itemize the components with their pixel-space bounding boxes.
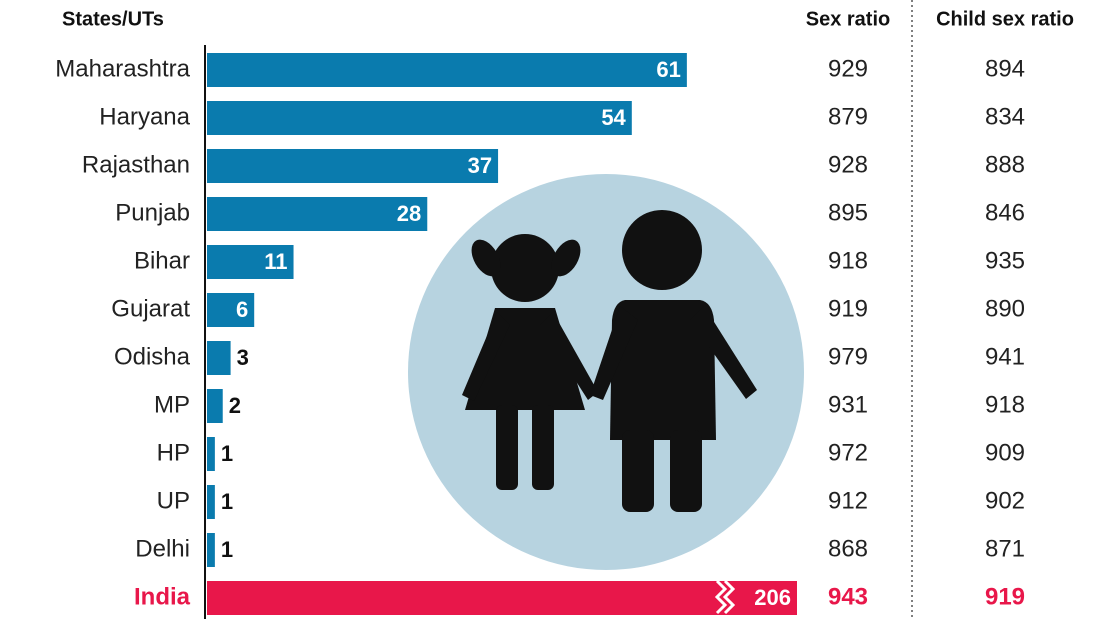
category-label: India <box>134 583 191 610</box>
child-sex-ratio: 894 <box>985 55 1025 82</box>
category-label: Punjab <box>115 199 190 226</box>
category-label: HP <box>157 439 190 466</box>
bar <box>207 389 223 423</box>
value-label: 37 <box>468 153 492 178</box>
bar <box>207 149 498 183</box>
sex-ratio: 928 <box>828 151 868 178</box>
value-label: 28 <box>397 201 421 226</box>
sex-ratio: 931 <box>828 391 868 418</box>
category-label: Gujarat <box>111 295 190 322</box>
sex-ratio: 929 <box>828 55 868 82</box>
header-child-sex-ratio: Child sex ratio <box>936 8 1074 30</box>
category-label: UP <box>157 487 190 514</box>
value-label: 1 <box>221 537 233 562</box>
child-sex-ratio: 834 <box>985 103 1025 130</box>
child-sex-ratio: 871 <box>985 535 1025 562</box>
value-label: 6 <box>236 297 248 322</box>
sex-ratio: 919 <box>828 295 868 322</box>
category-label: MP <box>154 391 190 418</box>
sex-ratio: 918 <box>828 247 868 274</box>
bar <box>207 341 231 375</box>
child-sex-ratio: 888 <box>985 151 1025 178</box>
bar <box>207 581 797 615</box>
child-sex-ratio: 902 <box>985 487 1025 514</box>
child-sex-ratio: 846 <box>985 199 1025 226</box>
bar <box>207 533 215 567</box>
sex-ratio: 979 <box>828 343 868 370</box>
header-sex-ratio: Sex ratio <box>806 8 890 30</box>
bar <box>207 101 632 135</box>
child-sex-ratio: 935 <box>985 247 1025 274</box>
value-label: 1 <box>221 489 233 514</box>
value-label: 11 <box>264 249 287 274</box>
category-label: Haryana <box>99 103 190 130</box>
value-label: 3 <box>237 345 249 370</box>
value-label: 54 <box>601 105 626 130</box>
value-label: 2 <box>229 393 241 418</box>
sex-ratio: 895 <box>828 199 868 226</box>
bar <box>207 53 687 87</box>
chart: States/UTs Sex ratio Child sex ratio Mah… <box>0 0 1107 619</box>
sex-ratio: 943 <box>828 583 868 610</box>
bar <box>207 437 215 471</box>
sex-ratio: 912 <box>828 487 868 514</box>
child-sex-ratio: 909 <box>985 439 1025 466</box>
child-sex-ratio: 941 <box>985 343 1025 370</box>
value-label: 1 <box>221 441 233 466</box>
category-label: Odisha <box>114 343 191 370</box>
header-category: States/UTs <box>62 8 164 30</box>
sex-ratio: 972 <box>828 439 868 466</box>
sex-ratio: 879 <box>828 103 868 130</box>
illustration <box>408 174 804 570</box>
child-sex-ratio: 890 <box>985 295 1025 322</box>
category-label: Delhi <box>135 535 190 562</box>
child-sex-ratio: 918 <box>985 391 1025 418</box>
category-label: Bihar <box>134 247 190 274</box>
value-label: 61 <box>656 57 680 82</box>
bar <box>207 197 427 231</box>
category-label: Maharashtra <box>55 55 190 82</box>
child-sex-ratio: 919 <box>985 583 1025 610</box>
sex-ratio: 868 <box>828 535 868 562</box>
category-label: Rajasthan <box>82 151 190 178</box>
bar <box>207 485 215 519</box>
value-label: 206 <box>754 585 791 610</box>
